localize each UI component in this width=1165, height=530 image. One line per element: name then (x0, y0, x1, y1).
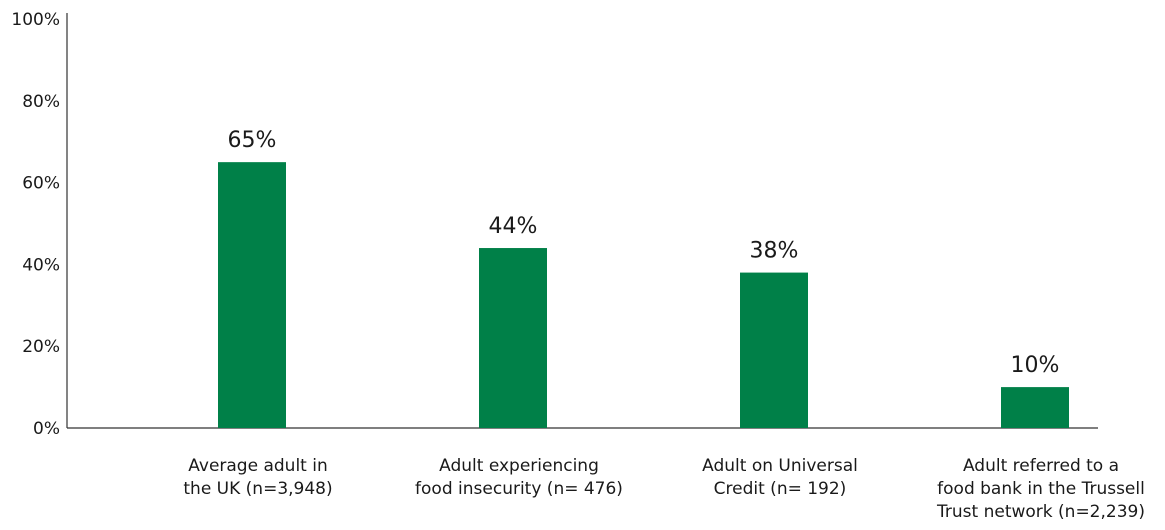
x-category-label: Adult referred to a (963, 456, 1119, 476)
bar-value-label: 44% (489, 214, 538, 239)
x-category-label: Average adult in (188, 456, 328, 476)
bar-value-label: 65% (228, 128, 277, 153)
bar (1001, 387, 1069, 428)
x-category-label: Adult experiencing (439, 456, 599, 476)
bar-value-label: 10% (1011, 353, 1060, 378)
x-category-label: food insecurity (n= 476) (415, 479, 623, 499)
y-tick-label: 60% (22, 174, 60, 194)
bar (740, 272, 808, 428)
x-category-label: Credit (n= 192) (714, 479, 847, 499)
y-tick-label: 80% (22, 92, 60, 112)
y-tick-label: 0% (33, 419, 60, 439)
x-category-label: Adult on Universal (702, 456, 858, 476)
y-tick-label: 40% (22, 255, 60, 275)
x-category-label: food bank in the Trussell (937, 479, 1145, 499)
y-tick-label: 20% (22, 337, 60, 357)
bar (479, 248, 547, 428)
y-tick-label: 100% (11, 10, 60, 30)
x-category-label: the UK (n=3,948) (183, 479, 332, 499)
bar-value-label: 38% (750, 239, 799, 264)
bar (218, 162, 286, 428)
x-category-label: Trust network (n=2,239) (936, 502, 1145, 522)
